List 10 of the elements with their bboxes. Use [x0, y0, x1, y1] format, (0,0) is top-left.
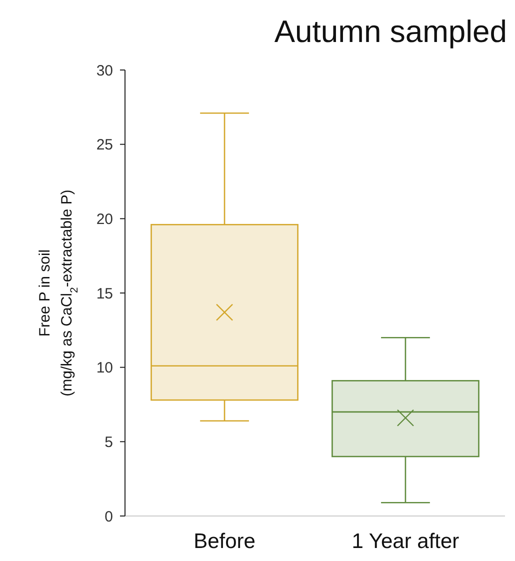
y-tick-label: 5 [104, 434, 113, 451]
x-tick-label: 1 Year after [352, 530, 460, 553]
y-tick-label: 10 [96, 360, 113, 377]
y-tick-label: 0 [104, 508, 113, 526]
y-tick-label: 30 [96, 62, 113, 80]
x-tick-label: Before [194, 530, 256, 553]
chart-title: Autumn sampled [274, 14, 507, 49]
y-tick-label: 20 [96, 210, 113, 228]
y-tick-label: 15 [96, 285, 113, 302]
y-tick-label: 25 [96, 136, 113, 154]
